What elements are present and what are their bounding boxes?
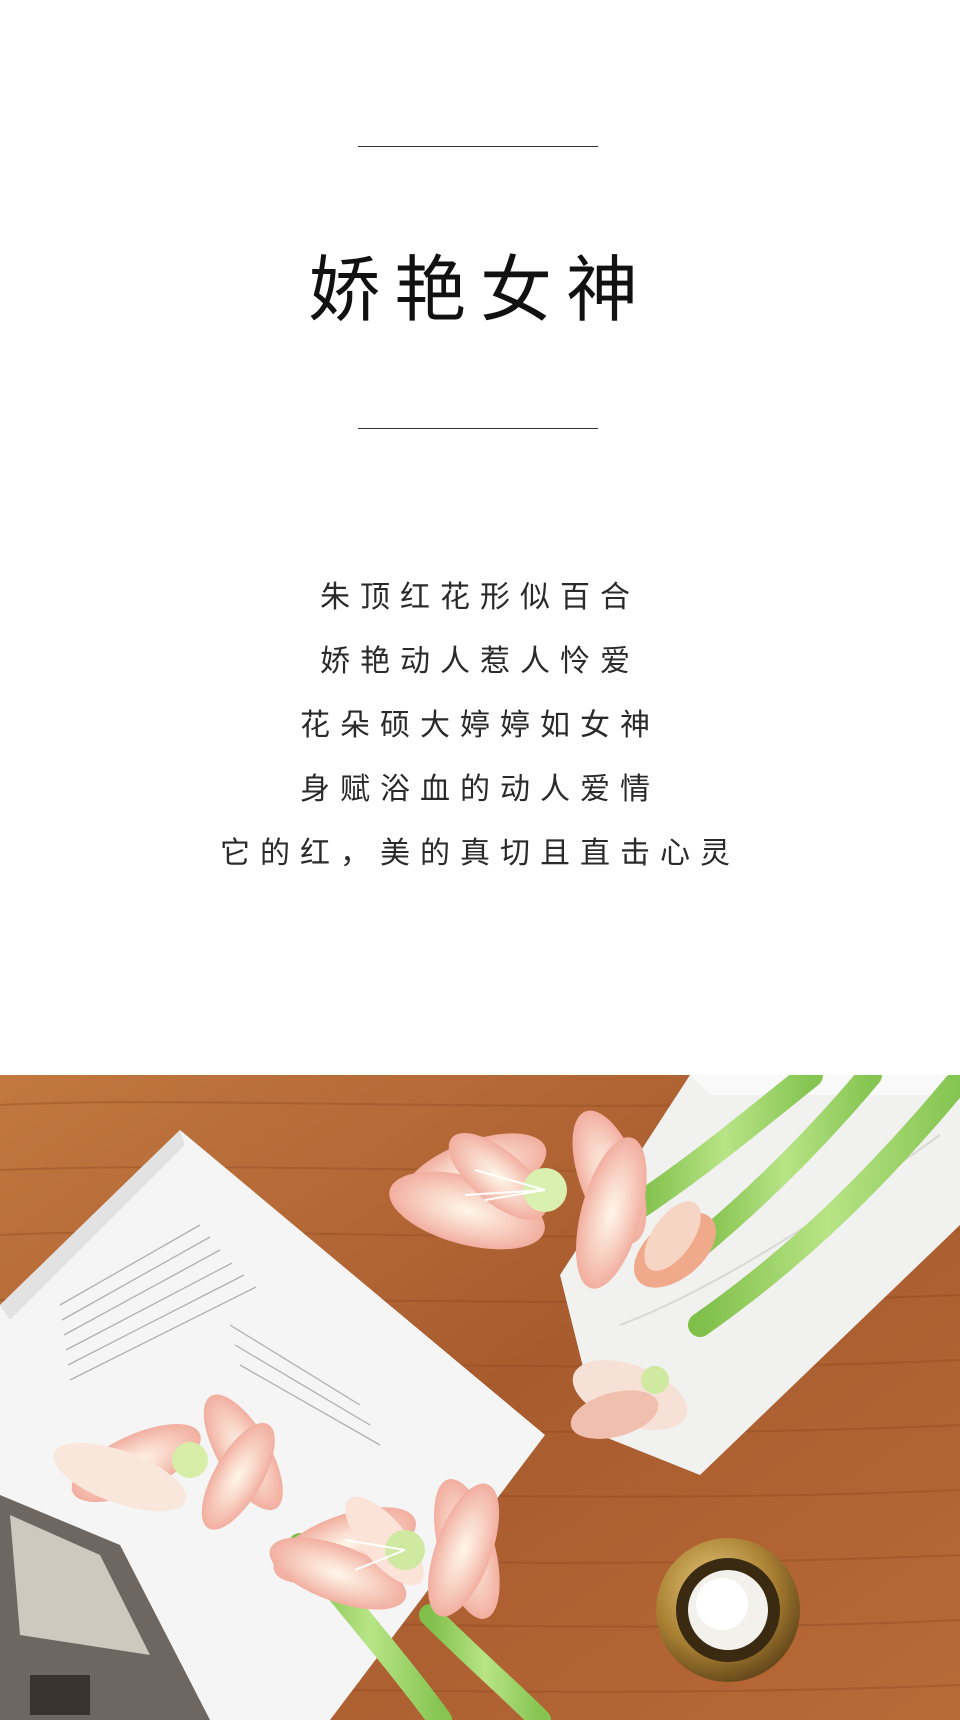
- amaryllis-flower-top: [389, 1110, 647, 1289]
- amaryllis-bud-right: [634, 1201, 716, 1288]
- amaryllis-bud-lower: [570, 1360, 688, 1439]
- amaryllis-photo: [0, 1075, 960, 1720]
- page-title: 娇艳女神: [307, 248, 652, 332]
- poem-line: 身赋浴血的动人爱情: [300, 772, 660, 807]
- top-divider: [358, 146, 598, 147]
- amaryllis-flower-center: [269, 1479, 500, 1619]
- poem-text: 朱顶红花形似百合 娇艳动人惹人怜爱 花朵硕大婷婷如女神 身赋浴血的动人爱情 它的…: [0, 566, 960, 886]
- bottom-divider: [358, 428, 598, 429]
- poem-line: 娇艳动人惹人怜爱: [320, 644, 640, 679]
- poem-line: 它的红，美的真切且直击心灵: [220, 836, 740, 871]
- poem-line: 朱顶红花形似百合: [320, 580, 640, 615]
- amaryllis-flower-left: [53, 1394, 283, 1530]
- poem-line: 花朵硕大婷婷如女神: [300, 708, 660, 743]
- candle-holder: [656, 1538, 800, 1682]
